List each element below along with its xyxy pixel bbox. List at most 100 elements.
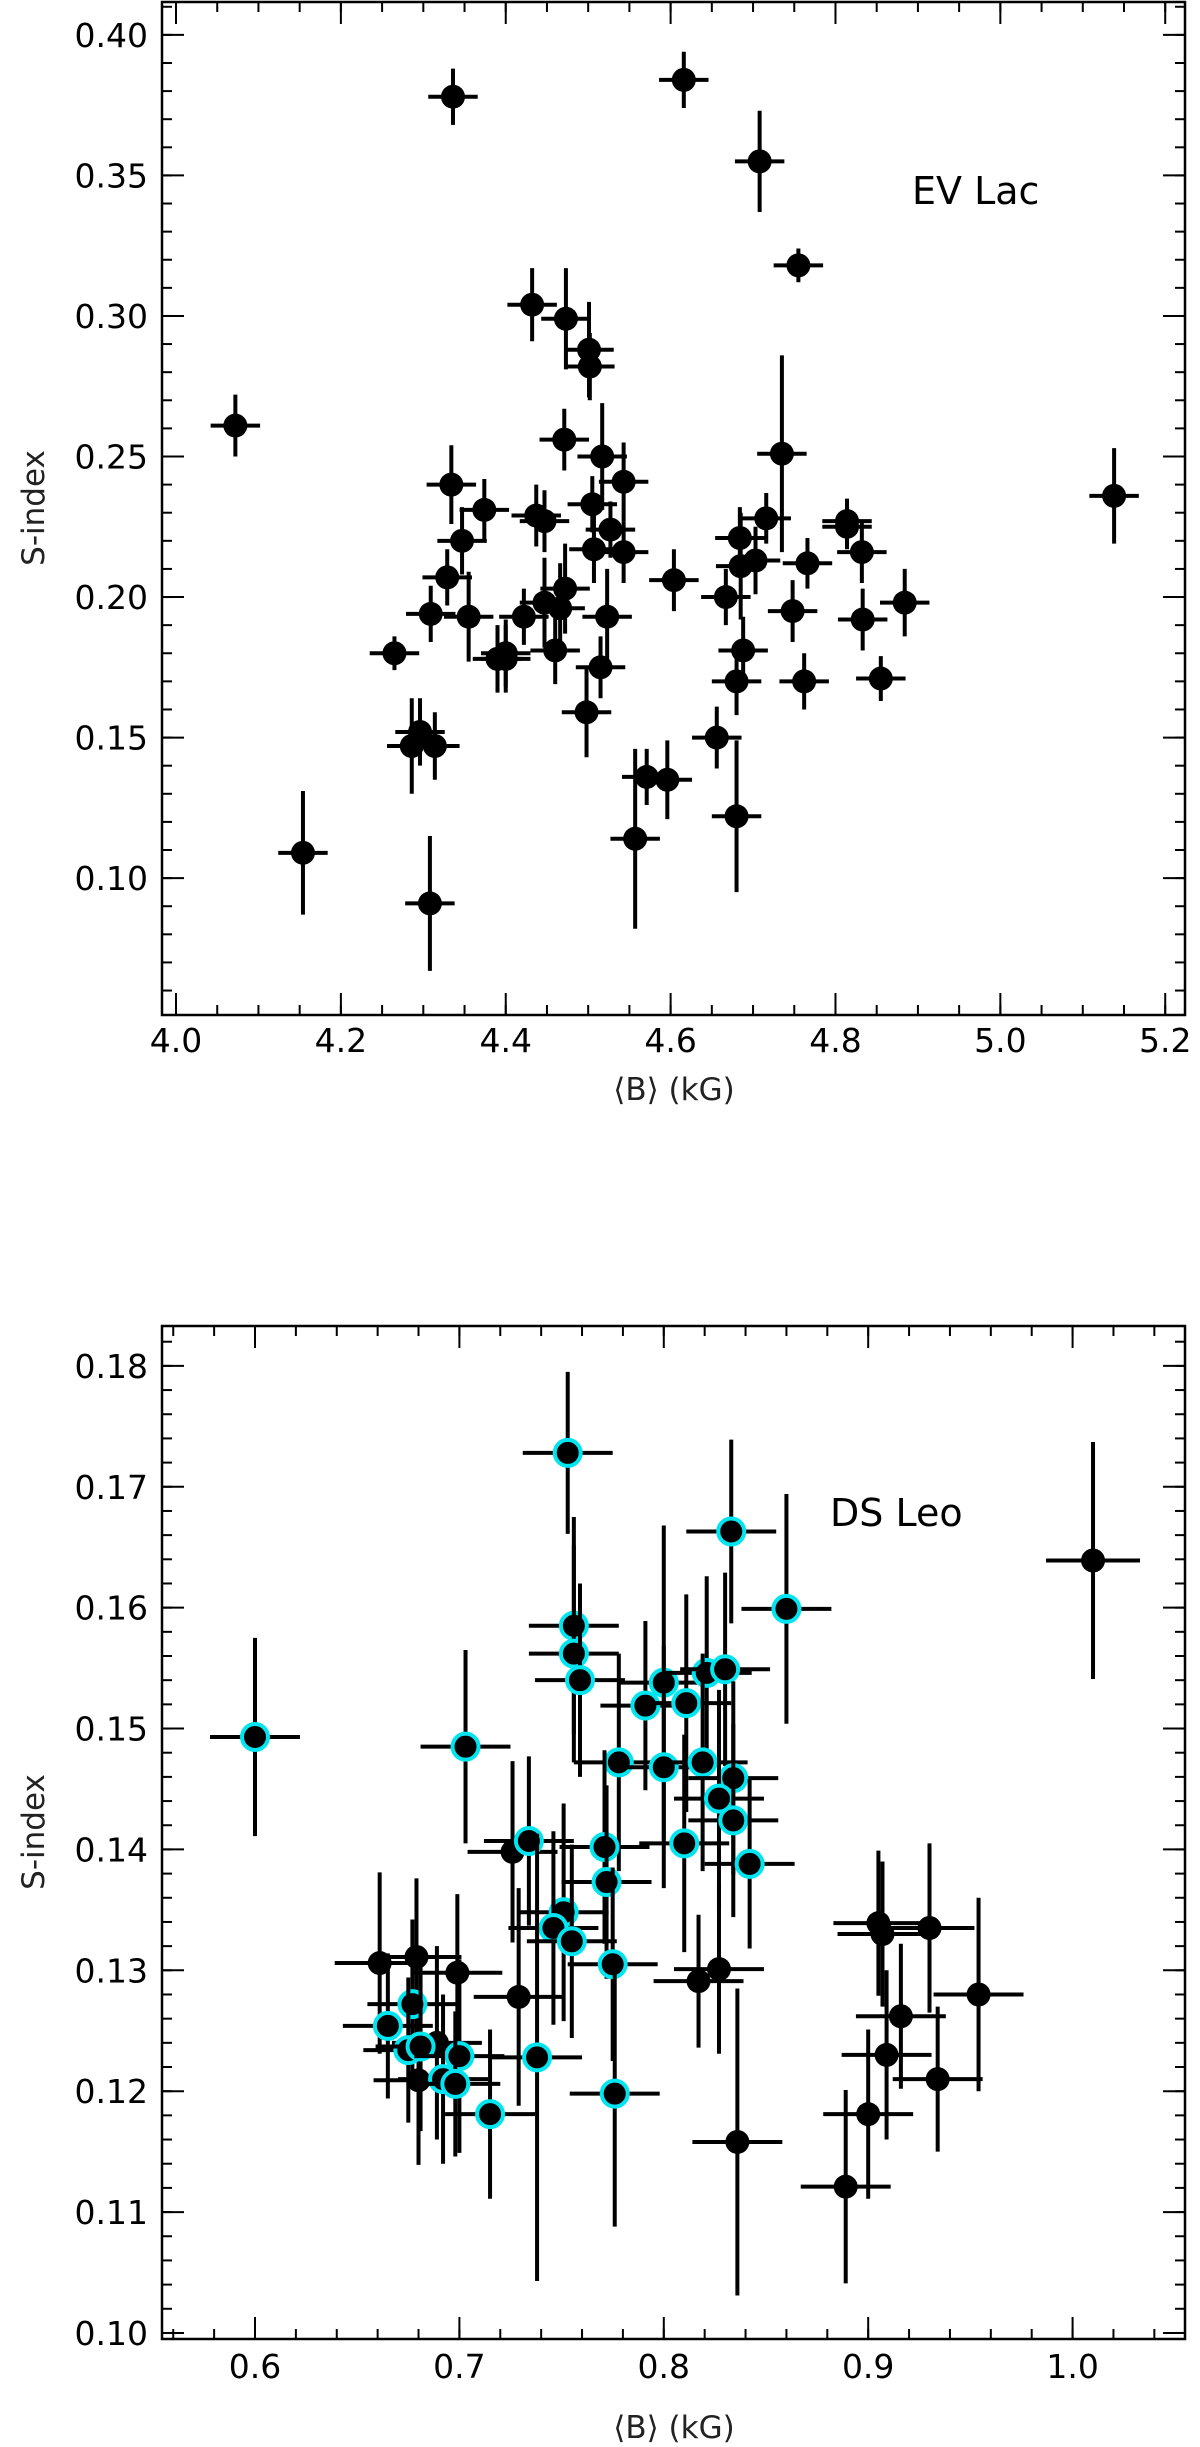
marker-highlighted <box>450 1731 481 1762</box>
ev-lac-data-point <box>369 636 420 671</box>
marker <box>422 734 447 759</box>
ev-lac-label: EV Lac <box>912 169 1039 213</box>
marker-highlighted <box>771 1593 802 1624</box>
ev-lac-data-point <box>767 580 818 643</box>
ds-leo-data-point <box>410 2011 501 2157</box>
marker <box>966 1982 991 2007</box>
marker <box>743 548 768 573</box>
ds-leo-x-tick-label: 0.8 <box>638 2347 690 2386</box>
ev-lac-y-tick-label: 0.25 <box>75 438 148 477</box>
marker <box>611 469 636 494</box>
ds-leo-y-tick-label: 0.13 <box>75 1951 148 1990</box>
ev-lac-data-point <box>773 248 824 283</box>
marker <box>833 2174 858 2199</box>
ds-leo-label: DS Leo <box>830 1491 963 1535</box>
marker <box>874 2042 899 2067</box>
ev-lac-data-point <box>565 332 615 401</box>
ev-lac-data-point <box>757 355 807 553</box>
ev-lac-data-point <box>649 549 699 612</box>
ev-lac-data-point <box>530 616 580 685</box>
ds-leo-data-point <box>535 1583 625 1777</box>
marker <box>780 599 805 624</box>
ev-lac-y-tick-label: 0.15 <box>75 719 148 758</box>
marker <box>727 526 752 551</box>
marker <box>747 149 772 174</box>
ds-leo-data-point <box>473 1888 564 2106</box>
ev-lac-y-tick-label: 0.30 <box>75 297 148 336</box>
ev-lac-data-point <box>426 445 477 524</box>
ev-lac-data-point <box>539 408 590 471</box>
marker-highlighted <box>558 1638 589 1669</box>
marker <box>439 472 464 497</box>
ds-leo-data-point <box>420 1649 511 1844</box>
ds-leo-x-tick-label: 0.6 <box>229 2347 281 2386</box>
ds-leo-data-point <box>508 1831 599 2025</box>
ds-leo-data-point <box>653 1914 744 2048</box>
ev-lac-data-point <box>837 521 887 583</box>
ds-leo-data-point <box>467 1761 558 1943</box>
marker <box>440 84 465 109</box>
ds-leo-data-point <box>492 1833 583 2281</box>
marker <box>543 638 568 663</box>
marker <box>290 840 315 865</box>
ev-lac-plot-frame <box>160 0 1187 1017</box>
marker <box>634 764 659 789</box>
marker-highlighted <box>552 1437 583 1468</box>
marker <box>532 509 557 534</box>
ds-leo-y-tick-label: 0.17 <box>75 1468 148 1507</box>
marker <box>590 444 615 469</box>
marker-highlighted <box>597 1949 628 1980</box>
ds-leo-data-point <box>823 2029 914 2199</box>
ev-lac-panel: ⟨B⟩ (kG) S-index 4.0 4.2 4.4 4.6 4.8 5.0 5.2 0.… <box>16 0 1191 1108</box>
marker <box>580 492 605 517</box>
ds-leo-data-point <box>837 1861 928 2007</box>
ev-lac-data-point <box>410 712 460 780</box>
marker <box>552 427 577 452</box>
ds-leo-data-point <box>741 1494 832 1724</box>
marker-highlighted <box>687 1747 718 1778</box>
marker <box>724 804 749 829</box>
ev-lac-data-point <box>459 478 510 541</box>
marker-highlighted <box>648 1752 679 1783</box>
ev-lac-data-point <box>718 616 768 685</box>
marker <box>581 537 606 562</box>
ev-lac-data-point <box>1089 448 1139 544</box>
marker <box>223 413 248 438</box>
marker-highlighted <box>444 2041 475 2072</box>
marker <box>795 551 820 576</box>
marker <box>868 666 893 691</box>
ev-lac-data-point <box>598 442 649 522</box>
ds-leo-data-point <box>800 2089 891 2284</box>
ds-leo-data-point <box>342 1953 433 2099</box>
ev-lac-x-tick-label: 4.2 <box>315 1021 367 1060</box>
marker-highlighted <box>599 2078 630 2109</box>
ds-leo-data-point <box>445 2029 536 2199</box>
ev-lac-data-point <box>519 490 570 553</box>
ev-lac-y-tick-label: 0.40 <box>75 16 148 55</box>
ev-lac-x-tick-label: 4.0 <box>150 1021 202 1060</box>
ev-lac-data-point <box>575 636 626 699</box>
marker <box>1081 1548 1106 1573</box>
ds-leo-data-point <box>567 1867 658 2061</box>
marker <box>445 1960 470 1985</box>
marker <box>511 604 536 629</box>
marker <box>725 2129 750 2154</box>
marker-highlighted <box>671 1688 702 1719</box>
marker-highlighted <box>734 1848 765 1879</box>
ev-lac-data-point <box>422 549 472 606</box>
ev-lac-data-point <box>734 110 785 212</box>
ds-leo-y-tick-label: 0.10 <box>75 2314 148 2353</box>
ev-lac-data-point <box>779 653 829 710</box>
ev-lac-data-point <box>782 538 833 589</box>
ev-lac-x-tick-label: 4.8 <box>809 1021 861 1060</box>
ev-lac-data-point <box>569 515 619 583</box>
marker-highlighted <box>240 1722 270 1753</box>
marker <box>769 441 794 466</box>
ds-leo-data-point <box>528 1544 619 1763</box>
ds-leo-y-tick-label: 0.12 <box>75 2072 148 2111</box>
ds-leo-data-point <box>692 1988 783 2296</box>
ev-lac-x-tick-label: 5.0 <box>974 1021 1026 1060</box>
marker <box>506 1984 531 2009</box>
ev-lac-data-point <box>437 507 487 575</box>
ds-leo-data-point <box>892 2006 983 2152</box>
